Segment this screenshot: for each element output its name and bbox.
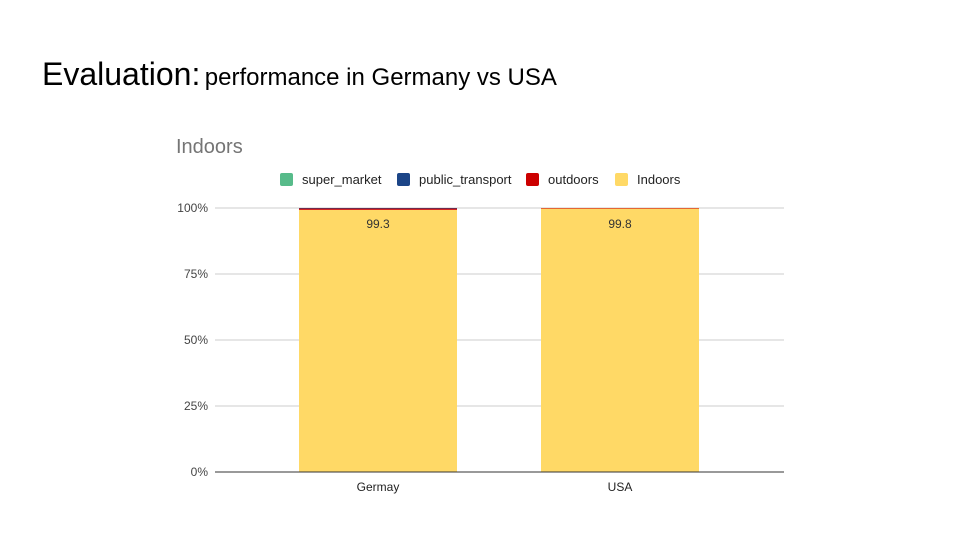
legend-swatch-Indoors [615, 173, 628, 186]
x-axis: Germay USA [215, 471, 784, 494]
legend-label-outdoors: outdoors [548, 172, 599, 187]
y-tick-label: 25% [184, 399, 208, 413]
slide-title-main: Evaluation: [42, 56, 201, 92]
y-tick-label: 0% [191, 465, 209, 479]
data-label: 99.3 [366, 217, 390, 231]
legend-swatch-public-transport [397, 173, 410, 186]
legend-label-Indoors: Indoors [637, 172, 681, 187]
x-tick-label: USA [608, 480, 633, 494]
chart-legend: super_market public_transport outdoors Indo… [280, 172, 681, 187]
legend-label-super-market: super_market [302, 172, 382, 187]
bar-germay-Indoors [299, 209, 457, 472]
x-tick-label: Germay [357, 480, 400, 494]
y-tick-label: 50% [184, 333, 208, 347]
y-axis: 0% 25% 50% 75% 100% [177, 201, 208, 479]
chart-title: Indoors [176, 136, 243, 158]
bar-usa-outdoors [541, 208, 699, 209]
bar-germay-outdoors [299, 208, 457, 210]
legend-swatch-outdoors [526, 173, 539, 186]
chart-bars: 99.3 99.8 [299, 208, 699, 472]
slide-title: Evaluation: performance in Germany vs US… [42, 56, 557, 93]
data-label: 99.8 [608, 217, 632, 231]
bar-germay-public-transport [299, 208, 457, 209]
slide-title-sub: performance in Germany vs USA [204, 64, 557, 91]
y-tick-label: 100% [177, 201, 208, 215]
y-tick-label: 75% [184, 267, 208, 281]
legend-swatch-super-market [280, 173, 293, 186]
legend-label-public-transport: public_transport [419, 172, 512, 187]
bar-usa-Indoors [541, 208, 699, 472]
